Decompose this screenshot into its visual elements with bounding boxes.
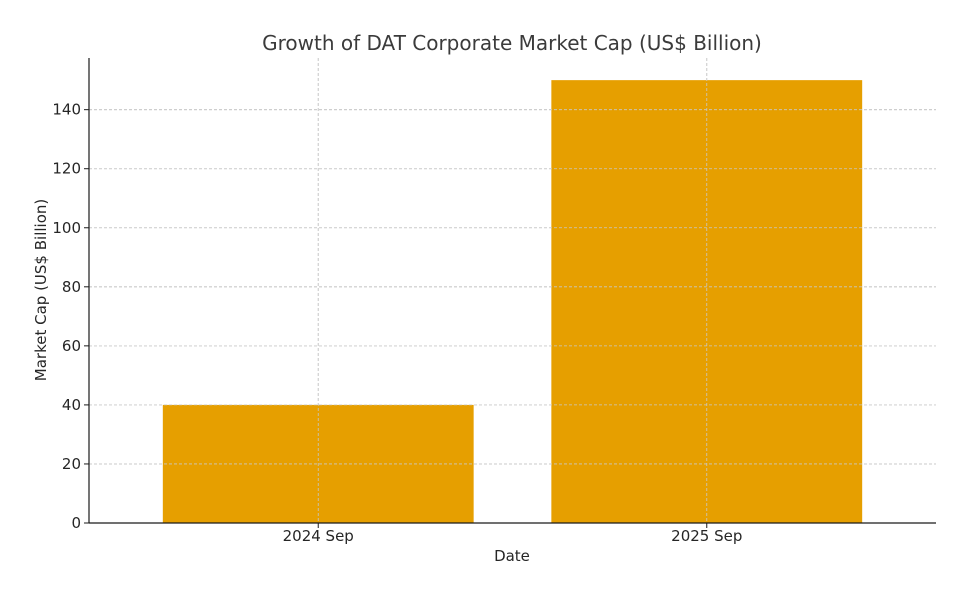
- bar: [551, 80, 863, 524]
- y-tick-label: 140: [52, 101, 81, 119]
- x-tick-layer: 2024 Sep 2025 Sep: [283, 523, 742, 545]
- x-tick-label: 2024 Sep: [283, 527, 354, 545]
- bar-layer: [89, 58, 936, 524]
- x-axis-label: Date: [494, 547, 530, 565]
- chart-title: Growth of DAT Corporate Market Cap (US$ …: [262, 31, 762, 55]
- y-axis-label: Market Cap (US$ Billion): [32, 199, 50, 381]
- y-tick-label: 100: [52, 219, 81, 237]
- y-tick-label: 120: [52, 160, 81, 178]
- y-tick-label: 0: [71, 514, 81, 532]
- y-tick-label: 20: [62, 455, 81, 473]
- y-tick-label: 40: [62, 396, 81, 414]
- y-tick-label: 60: [62, 337, 81, 355]
- axis-layer: [88, 58, 936, 524]
- x-tick-label: 2025 Sep: [671, 527, 742, 545]
- y-tick-layer: 0 20 40 60 80 100 120 140: [52, 101, 89, 532]
- y-tick-label: 80: [62, 278, 81, 296]
